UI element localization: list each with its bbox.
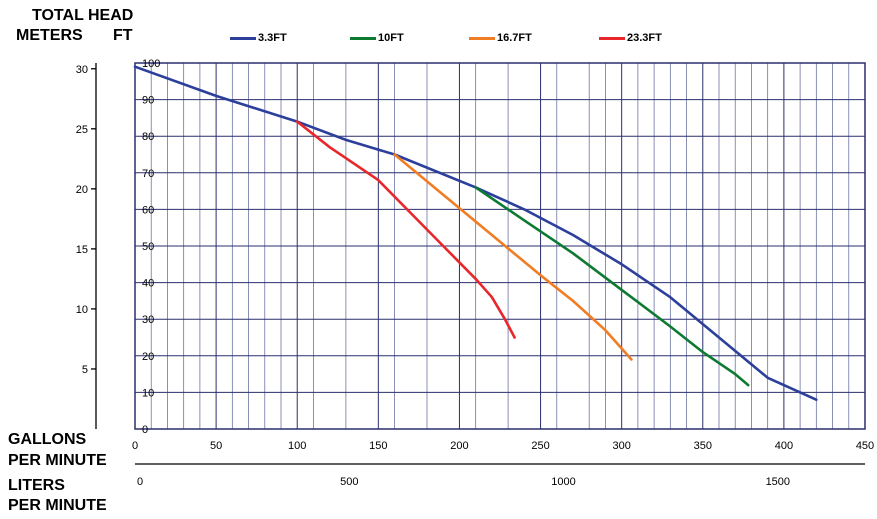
meters-tick-label: 10 <box>76 304 88 316</box>
gpm-tick-label: 350 <box>694 440 712 452</box>
gpm-tick-label: 250 <box>531 440 549 452</box>
legend-swatch <box>230 36 256 40</box>
gpm-label-line2: PER MINUTE <box>8 452 107 469</box>
meters-tick-label: 5 <box>82 364 88 376</box>
plot-border <box>134 62 866 430</box>
major-gridlines <box>134 62 866 430</box>
legend-item-23-3ft: 23.3FT <box>599 32 662 44</box>
gpm-label-line1: GALLONS <box>8 431 87 448</box>
ft-tick-label: 30 <box>142 314 154 326</box>
gpm-tick-label: 100 <box>288 440 306 452</box>
legend-item-10ft: 10FT <box>350 32 404 44</box>
gpm-tick-label: 400 <box>775 440 793 452</box>
series-line-23-3ft <box>295 120 516 339</box>
liters-tick-label: 1500 <box>766 476 790 488</box>
ft-tick-label: 100 <box>142 58 160 70</box>
meters-tick-label: 15 <box>76 244 88 256</box>
ft-tick-label: 40 <box>142 278 154 290</box>
series-line-10ft <box>474 186 750 387</box>
gpm-tick-label: 200 <box>450 440 468 452</box>
series-lines <box>133 65 818 402</box>
legend-label: 16.7FT <box>497 32 532 44</box>
gpm-tick-label: 450 <box>856 440 874 452</box>
legend-label: 10FT <box>378 32 404 44</box>
gpm-tick-label: 150 <box>369 440 387 452</box>
ft-tick-label: 0 <box>142 424 148 436</box>
gpm-tick-label: 300 <box>612 440 630 452</box>
liters-tick-label: 1000 <box>551 476 575 488</box>
liters-tick-label: 0 <box>137 476 143 488</box>
meters-tick-label: 20 <box>76 184 88 196</box>
legend-swatch <box>599 36 625 40</box>
meters-axis-title: METERS <box>16 27 83 44</box>
ft-tick-label: 90 <box>142 95 154 107</box>
lpm-label-line2: PER MINUTE <box>8 497 107 514</box>
ft-tick-label: 80 <box>142 131 154 143</box>
legend-item-16-7ft: 16.7FT <box>469 32 532 44</box>
ft-tick-label: 50 <box>142 241 154 253</box>
gpm-tick-label: 0 <box>132 440 138 452</box>
total-head-label: TOTAL HEAD <box>32 7 134 24</box>
legend-swatch <box>469 36 495 40</box>
series-line-16-7ft <box>393 153 633 361</box>
legend-swatch <box>350 36 376 40</box>
ft-tick-label: 10 <box>142 387 154 399</box>
plot-frame <box>134 62 866 430</box>
ft-tick-label: 20 <box>142 351 154 363</box>
lpm-label-line1: LITERS <box>8 477 65 494</box>
legend-label: 23.3FT <box>627 32 662 44</box>
legend-label: 3.3FT <box>258 32 287 44</box>
liters-tick-label: 500 <box>340 476 358 488</box>
meters-tick-label: 30 <box>76 64 88 76</box>
gpm-tick-label: 50 <box>210 440 222 452</box>
meters-tick-label: 25 <box>76 124 88 136</box>
legend-item-3-3ft: 3.3FT <box>230 32 287 44</box>
ft-axis-title: FT <box>113 27 133 44</box>
ft-tick-label: 70 <box>142 168 154 180</box>
ft-tick-label: 60 <box>142 204 154 216</box>
